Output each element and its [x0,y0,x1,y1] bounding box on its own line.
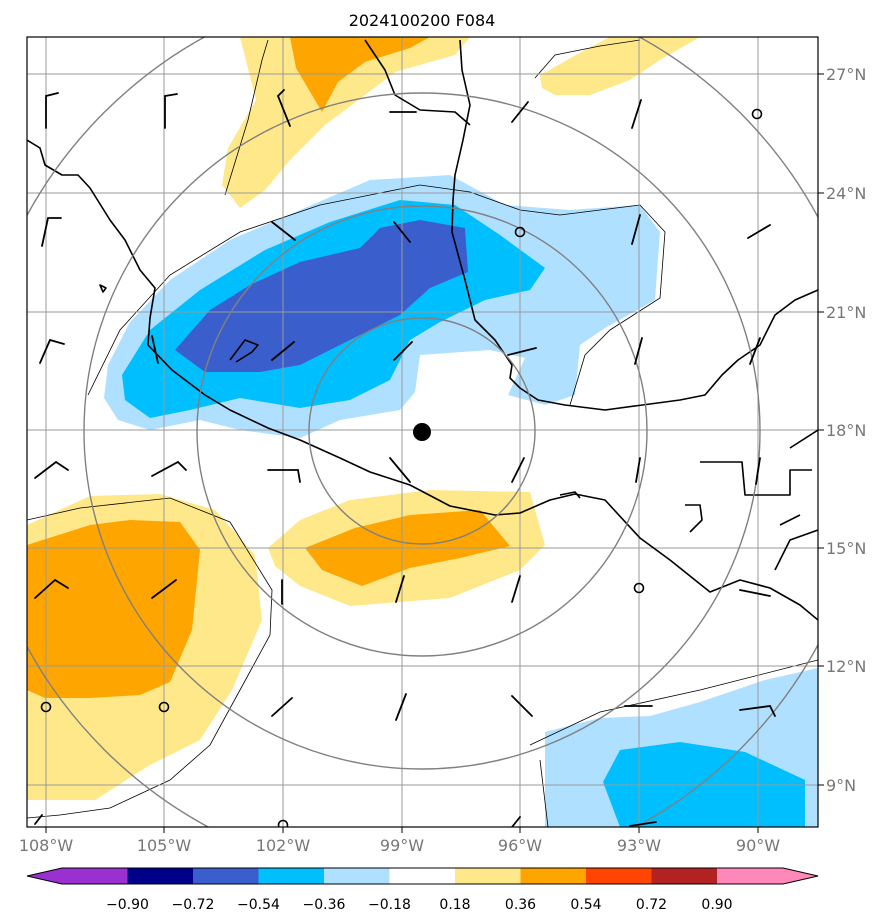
lat-label: 21°N [826,303,866,322]
distance-rings [27,37,818,827]
lat-label: 15°N [826,539,866,558]
map-frame [26,36,819,828]
colorbar: −0.90 −0.72 −0.54 −0.36 −0.18 0.18 0.36 … [26,867,819,913]
colorbar-segment [389,868,455,884]
colorbar-segment [258,868,324,884]
lat-label: 12°N [826,657,866,676]
lat-label: 27°N [826,65,866,84]
colorbar-label: −0.36 [303,897,346,913]
colorbar-label: 0.18 [439,897,470,913]
colorbar-label: −0.18 [368,897,411,913]
lon-label: 90°W [736,836,780,855]
colorbar-label: −0.90 [106,897,149,913]
map-area [27,37,818,827]
map-title: 2024100200 F084 [349,11,496,30]
lat-label: 9°N [826,776,856,795]
pos-54-nw [290,37,430,112]
lat-label: 18°N [826,421,866,440]
colorbar-segment [455,868,521,884]
ticks [45,73,824,833]
lat-label: 24°N [826,184,866,203]
colorbar-segment [127,868,193,884]
colorbar-label: −0.54 [237,897,280,913]
lon-label: 105°W [137,836,192,855]
colorbar-label: 0.72 [636,897,667,913]
colorbar-label: 0.54 [570,897,601,913]
colorbar-segment [651,868,717,884]
lon-label: 102°W [256,836,311,855]
latitude-labels: 27°N 24°N 21°N 18°N 15°N 12°N 9°N [826,65,866,795]
colorbar-extend-high [717,868,818,884]
colorbar-label: −0.72 [172,897,215,913]
pos-54-sw [27,520,200,698]
colorbar-extend-low [27,868,62,884]
lon-label: 93°W [617,836,661,855]
wind-barbs [34,89,776,827]
colorbar-label: 0.90 [701,897,732,913]
lon-label: 99°W [380,836,424,855]
colorbar-segment [586,868,652,884]
center-marker [413,423,431,441]
longitude-labels: 108°W 105°W 102°W 99°W 96°W 93°W 90°W [19,836,780,855]
calm-wind-markers [40,108,763,827]
colorbar-segment [62,868,128,884]
lon-label: 108°W [19,836,74,855]
pos-36-ne [540,37,700,95]
colorbar-segment [324,868,390,884]
colorbar-segment [193,868,259,884]
graticule [27,37,818,827]
coastlines [27,39,818,621]
pos-36-nw [222,37,470,208]
colorbar-segment [520,868,586,884]
colorbar-label: 0.36 [505,897,536,913]
negative-anomaly-fields [104,175,818,827]
neg-54-north [175,220,468,372]
lon-label: 96°W [498,836,542,855]
